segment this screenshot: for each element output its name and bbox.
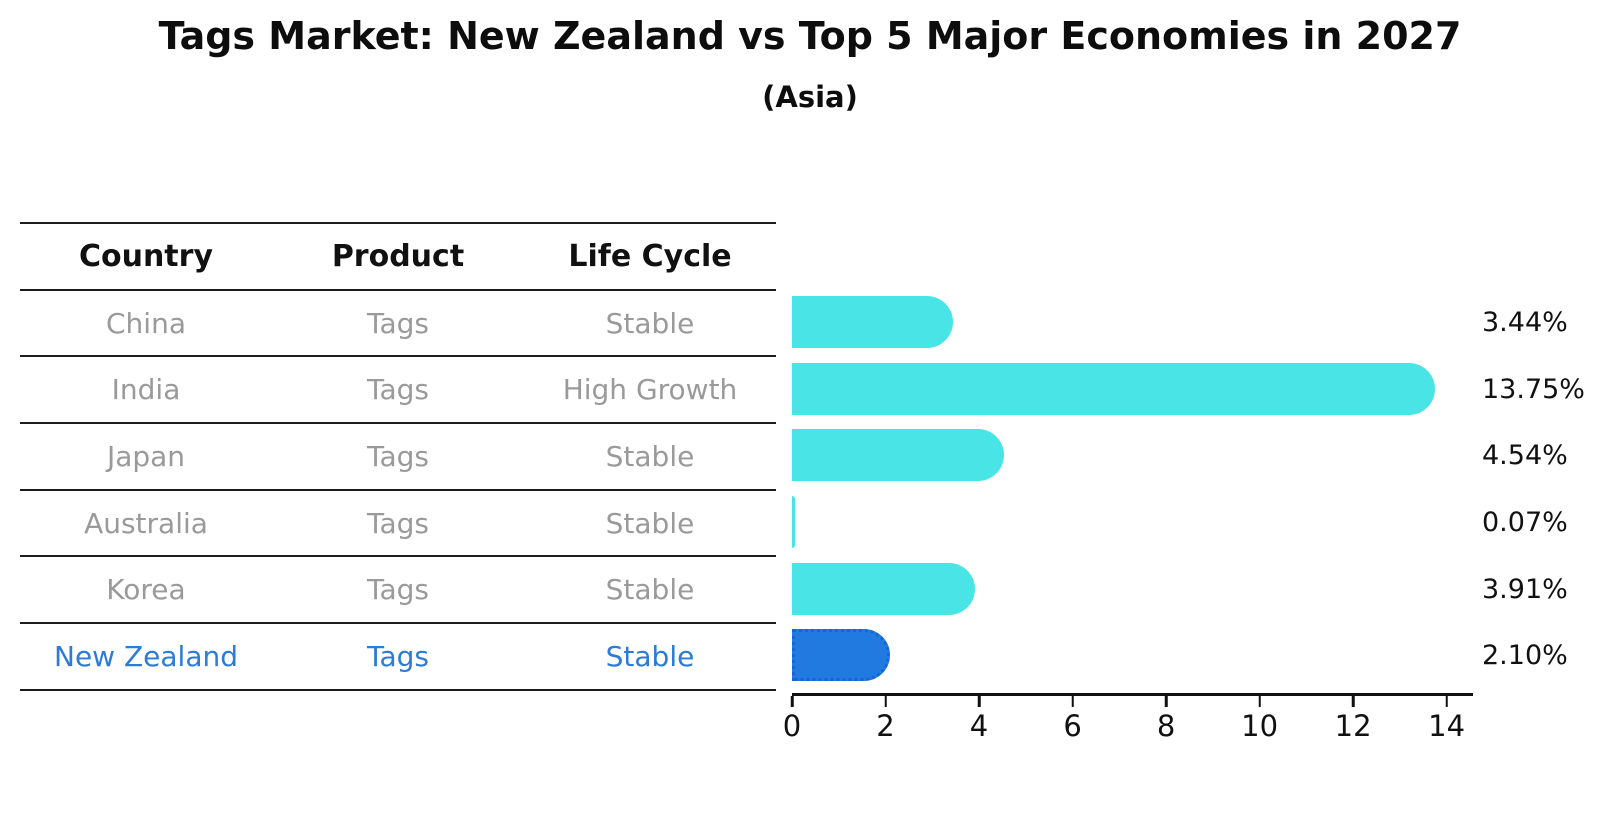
x-tick-mark-8 [1164, 696, 1168, 707]
x-tick-mark-10 [1258, 696, 1261, 707]
bar-row-india [792, 356, 1470, 423]
product-cell: Tags [367, 306, 429, 340]
x-tick-label-14: 14 [1428, 709, 1466, 743]
value-label-australia: 0.07% [1482, 506, 1568, 538]
bar-row-new-zealand [792, 622, 1470, 689]
bar-australia [792, 496, 796, 549]
bar-japan [792, 429, 1005, 482]
x-tick-label-0: 0 [782, 709, 802, 743]
bar-india [792, 362, 1435, 415]
life-cycle-cell: Stable [605, 506, 695, 540]
x-tick-mark-14 [1445, 696, 1448, 707]
x-tick-mark-0 [790, 696, 794, 707]
bar-row-korea [792, 556, 1470, 623]
x-tick-mark-6 [1071, 696, 1074, 707]
country-table: Country Product Life Cycle China Tags Stable… [20, 222, 776, 691]
product-cell: Tags [367, 506, 429, 540]
bar-new-zealand [792, 629, 891, 682]
x-tick-mark-4 [977, 696, 981, 707]
column-header-country: Country [78, 238, 214, 274]
country-cell: China [106, 306, 186, 340]
product-cell: Tags [367, 639, 429, 673]
country-cell: New Zealand [54, 639, 238, 673]
x-tick-label-2: 2 [876, 709, 895, 743]
x-tick-mark-2 [884, 696, 887, 707]
bar-china [792, 296, 953, 348]
life-cycle-cell: Stable [605, 573, 695, 607]
life-cycle-cell: Stable [605, 639, 695, 673]
x-tick-label-8: 8 [1156, 709, 1176, 743]
table-row-japan: Japan Tags Stable [20, 424, 776, 491]
x-tick-label-10: 10 [1241, 709, 1279, 743]
life-cycle-cell: High Growth [562, 373, 738, 407]
product-cell: Tags [367, 439, 429, 473]
x-tick-label-4: 4 [969, 709, 989, 743]
country-cell: India [111, 373, 181, 407]
table-body: China Tags Stable India Tags High Growth Japan… [20, 291, 776, 691]
table-row-australia: Australia Tags Stable [20, 491, 776, 558]
x-axis-ticks: 0 2 4 6 8 10 12 14 [783, 696, 1470, 756]
value-label-china: 3.44% [1482, 306, 1568, 338]
x-tick-mark-12 [1351, 696, 1355, 707]
column-header-product: Product [331, 238, 465, 274]
x-tick-label-6: 6 [1063, 709, 1082, 743]
country-cell: Australia [84, 506, 208, 540]
value-label-new-zealand: 2.10% [1482, 640, 1568, 672]
bar-row-japan [792, 422, 1470, 489]
chart-title: Tags Market: New Zealand vs Top 5 Major … [158, 14, 1462, 58]
table-header-row: Country Product Life Cycle [20, 224, 776, 291]
bar-value-labels: 3.44% 13.75% 4.54% 0.07% 3.91% 2.10% [1482, 289, 1585, 689]
bar-plot-area [792, 289, 1470, 689]
life-cycle-cell: Stable [605, 306, 695, 340]
bar-korea [792, 562, 975, 615]
table-row-india: India Tags High Growth [20, 357, 776, 425]
bar-row-australia [792, 489, 1470, 556]
table-row-new-zealand: New Zealand Tags Stable [20, 624, 776, 691]
value-label-india: 13.75% [1482, 373, 1585, 405]
x-tick-label-12: 12 [1334, 709, 1372, 743]
country-cell: Korea [106, 573, 186, 607]
x-axis-line [792, 693, 1473, 696]
country-cell: Japan [106, 439, 186, 473]
table-row-china: China Tags Stable [20, 291, 776, 358]
value-label-korea: 3.91% [1482, 573, 1568, 605]
life-cycle-cell: Stable [605, 439, 695, 473]
bar-row-china [792, 289, 1470, 356]
value-label-japan: 4.54% [1482, 440, 1568, 472]
table-row-korea: Korea Tags Stable [20, 557, 776, 625]
product-cell: Tags [367, 373, 429, 407]
column-header-life-cycle: Life Cycle [568, 238, 732, 274]
chart-subtitle: (Asia) [762, 80, 858, 114]
product-cell: Tags [367, 573, 429, 607]
